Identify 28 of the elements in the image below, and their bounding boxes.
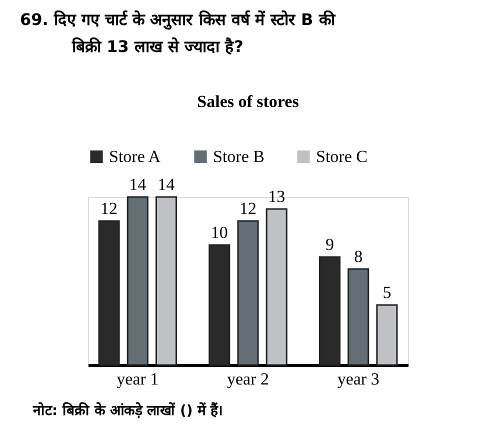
data-label: 13: [268, 187, 286, 206]
x-tick-label: year 2: [226, 370, 270, 388]
x-tick-label: year 3: [337, 370, 380, 388]
data-label: 8: [354, 247, 363, 266]
data-label: 10: [210, 223, 228, 242]
data-label: 5: [382, 283, 392, 302]
bar: [266, 208, 288, 366]
bar: [156, 196, 178, 366]
bar: [237, 220, 259, 366]
bar: [126, 196, 148, 366]
legend-label: Store B: [213, 146, 264, 166]
bar: [348, 268, 370, 366]
bar: [208, 244, 230, 366]
data-label: 12: [100, 199, 118, 218]
text: नोट: बिक्री के आंकड़े लाखों () में हैं।: [32, 402, 223, 419]
legend-label: Store A: [109, 146, 162, 166]
data-label: 14: [129, 175, 147, 194]
data-label: 9: [325, 235, 334, 254]
data-label: 14: [158, 175, 176, 194]
text: बिक्री 13 लाख से ज्यादा है?: [71, 37, 244, 56]
bar: [98, 220, 120, 366]
text: 69. दिए गए चार्ट के अनुसार किस वर्ष में स्टोर B की: [20, 10, 336, 30]
data-label: 12: [240, 199, 256, 218]
chart-title: Sales of stores: [197, 92, 300, 111]
bar: [318, 256, 340, 366]
x-tick-label: year 1: [116, 370, 159, 388]
legend-label: Store C: [316, 146, 368, 166]
bar: [376, 304, 398, 366]
